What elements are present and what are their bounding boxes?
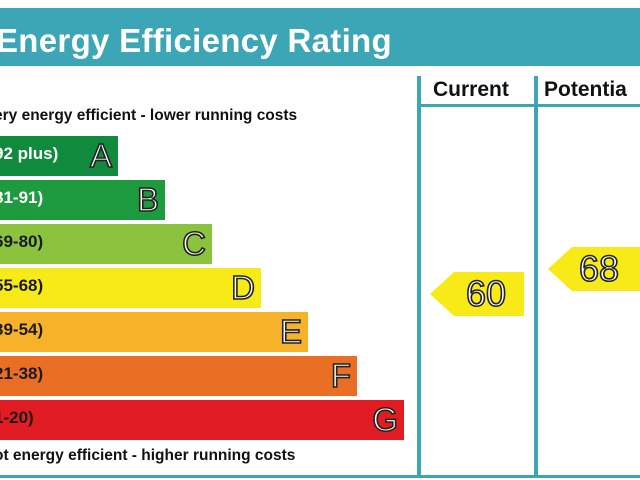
header-rule — [417, 104, 640, 107]
band-g-range: 1-20) — [0, 408, 34, 427]
current-rating-arrow: 60 — [430, 272, 524, 316]
note-efficient: ery energy efficient - lower running cos… — [0, 107, 298, 124]
band-c-range: 69-80) — [0, 232, 44, 251]
column-header-current: Current — [433, 78, 509, 101]
band-d: 55-68) D — [0, 268, 261, 308]
potential-arrow-shape — [548, 247, 640, 291]
band-f-range: 21-38) — [0, 364, 44, 383]
band-b: 81-91) B — [0, 180, 165, 220]
band-c: 69-80) C — [0, 224, 212, 264]
band-g-letter: G — [372, 400, 399, 439]
band-c-letter: C — [181, 224, 206, 263]
current-arrow-shape — [430, 272, 524, 316]
potential-arrow-fill — [548, 247, 640, 291]
band-d-letter: D — [230, 268, 255, 307]
band-a: 92 plus) A — [0, 136, 118, 176]
potential-rating-value: 68 — [578, 247, 620, 290]
band-g: 1-20) G — [0, 400, 404, 440]
note-inefficient: ot energy efficient - higher running cos… — [0, 447, 296, 464]
column-header-potential: Potentia — [544, 78, 627, 101]
divider-middle — [534, 76, 538, 476]
band-f-letter: F — [330, 356, 352, 395]
bottom-rule — [0, 475, 640, 478]
band-a-range: 92 plus) — [0, 144, 59, 163]
header-bar: Energy Efficiency Rating — [0, 8, 640, 66]
chart-title: Energy Efficiency Rating — [0, 22, 392, 59]
band-b-letter: B — [136, 180, 160, 219]
current-rating-value: 60 — [465, 272, 507, 315]
band-e-letter: E — [279, 312, 303, 351]
divider-left — [417, 76, 421, 476]
band-e: 39-54) E — [0, 312, 308, 352]
band-f: 21-38) F — [0, 356, 357, 396]
band-b-range: 81-91) — [0, 188, 44, 207]
band-a-letter: A — [89, 136, 113, 175]
band-d-range: 55-68) — [0, 276, 44, 295]
current-arrow-fill — [430, 272, 524, 316]
band-e-range: 39-54) — [0, 320, 44, 339]
potential-rating-arrow: 68 — [548, 247, 640, 291]
